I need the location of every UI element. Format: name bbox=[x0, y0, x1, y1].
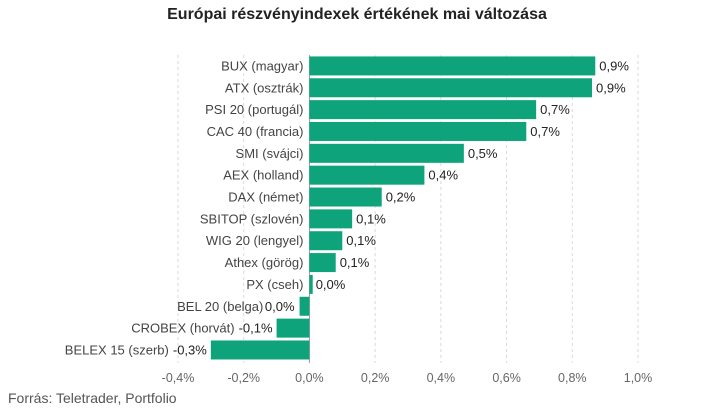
data-label: -0,1% bbox=[239, 321, 273, 336]
bar bbox=[276, 318, 310, 338]
data-label: 0,1% bbox=[356, 211, 386, 226]
bar bbox=[309, 100, 537, 120]
labels: -0,4% -0,2% 0,0% 0,2% 0,4% 0,6% 0,8% 1,0% BUX (m… bbox=[65, 58, 652, 385]
category-label: Athex (görög) bbox=[225, 255, 304, 270]
category-label: PSI 20 (portugál) bbox=[205, 102, 303, 117]
bar bbox=[309, 56, 596, 76]
bar bbox=[309, 121, 527, 141]
x-tick-label: -0,2% bbox=[227, 371, 260, 385]
bar bbox=[299, 296, 310, 316]
category-label: SMI (svájci) bbox=[236, 146, 304, 161]
data-label: 0,0% bbox=[265, 299, 295, 314]
data-label: 0,5% bbox=[468, 146, 498, 161]
category-label: BEL 20 (belga) bbox=[177, 299, 263, 314]
bars bbox=[210, 56, 596, 360]
bar bbox=[309, 165, 425, 185]
chart-title: Európai részvényindexek értékének mai vá… bbox=[167, 6, 547, 23]
category-label: SBITOP (szlovén) bbox=[200, 211, 304, 226]
data-label: -0,3% bbox=[173, 342, 207, 357]
bar bbox=[210, 340, 310, 360]
data-label: 0,7% bbox=[540, 102, 570, 117]
data-label: 0,9% bbox=[596, 80, 626, 95]
category-label: BELEX 15 (szerb) bbox=[65, 342, 169, 357]
x-tick-label: 1,0% bbox=[624, 371, 653, 385]
x-tick-label: 0,8% bbox=[558, 371, 587, 385]
x-tick-label: -0,4% bbox=[162, 371, 195, 385]
x-tick-label: 0,6% bbox=[492, 371, 521, 385]
x-tick-label: 0,4% bbox=[427, 371, 456, 385]
category-label: WIG 20 (lengyel) bbox=[206, 233, 304, 248]
bar bbox=[309, 78, 592, 98]
bar bbox=[309, 143, 464, 163]
data-label: 0,4% bbox=[428, 168, 458, 183]
data-label: 0,2% bbox=[386, 190, 416, 205]
bar bbox=[309, 274, 313, 294]
bar bbox=[309, 187, 382, 207]
bar bbox=[309, 253, 336, 273]
data-label: 0,0% bbox=[316, 277, 346, 292]
category-label: ATX (osztrák) bbox=[225, 80, 304, 95]
x-tick-label: 0,0% bbox=[295, 371, 324, 385]
category-label: AEX (holland) bbox=[223, 168, 303, 183]
data-label: 0,1% bbox=[346, 233, 376, 248]
data-label: 0,7% bbox=[530, 124, 560, 139]
category-label: CAC 40 (francia) bbox=[207, 124, 304, 139]
bar bbox=[309, 209, 353, 229]
category-label: BUX (magyar) bbox=[221, 58, 303, 73]
data-label: 0,9% bbox=[599, 58, 629, 73]
data-label: 0,1% bbox=[340, 255, 370, 270]
category-label: PX (cseh) bbox=[246, 277, 303, 292]
x-tick-label: 0,2% bbox=[361, 371, 390, 385]
source-note: Forrás: Teletrader, Portfolio bbox=[8, 390, 177, 406]
bar bbox=[309, 231, 343, 251]
category-label: CROBEX (horvát) bbox=[131, 321, 234, 336]
category-label: DAX (német) bbox=[228, 190, 303, 205]
